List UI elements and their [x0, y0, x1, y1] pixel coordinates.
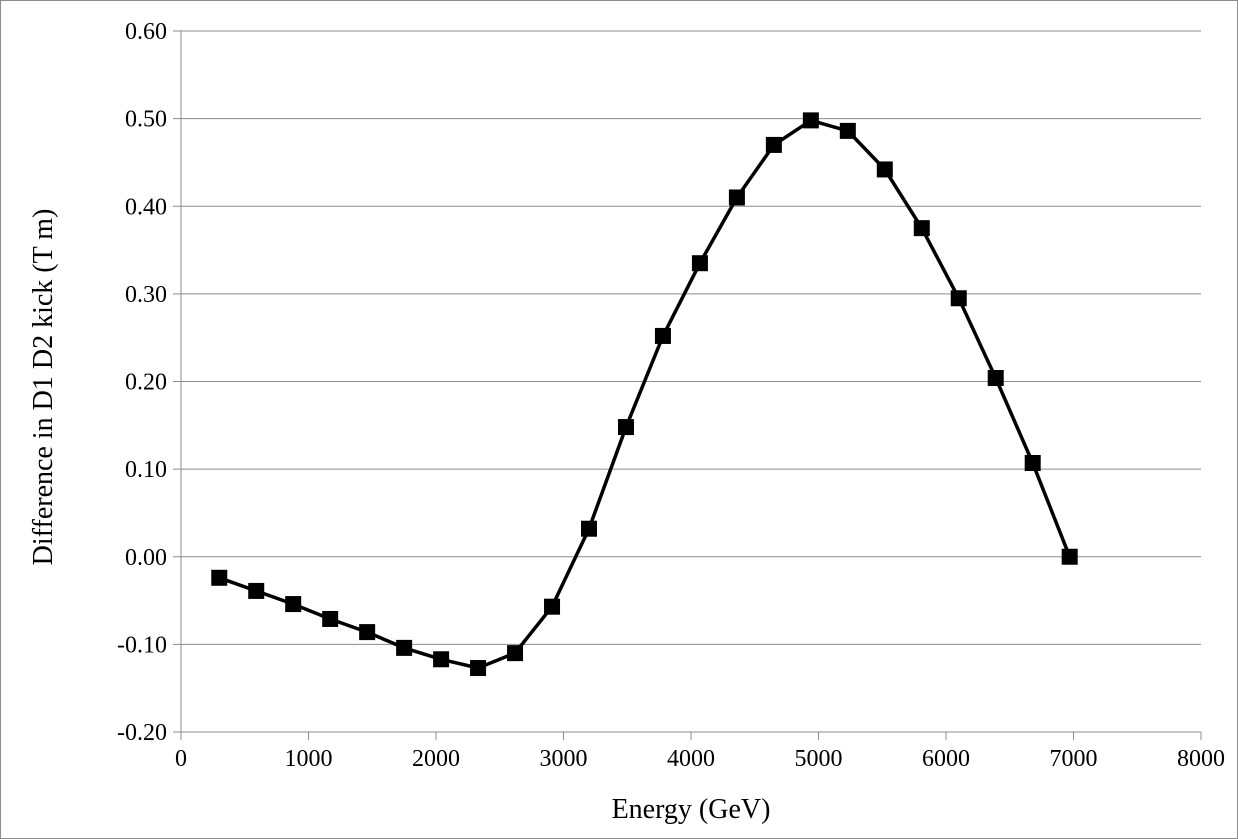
x-tick-label: 4000	[667, 746, 715, 772]
x-tick-label: 7000	[1050, 746, 1098, 772]
x-tick-labels: 0 1000 2000 3000 4000 5000 6000 7000 8000	[175, 746, 1225, 772]
data-point-marker	[285, 596, 302, 613]
y-tick-label: 0.60	[125, 19, 167, 45]
data-point-marker	[802, 112, 819, 129]
y-tick-label: 0.30	[125, 282, 167, 308]
data-point-marker	[987, 369, 1004, 386]
data-point-marker	[913, 220, 930, 237]
series-line	[218, 118, 1072, 670]
data-point-marker	[211, 569, 228, 586]
y-tick-labels: -0.20 -0.10 0.00 0.10 0.20 0.30 0.40 0.50 0.60	[117, 19, 167, 746]
data-point-marker	[433, 651, 450, 668]
data-point-marker	[581, 520, 597, 537]
y-tick-label: -0.20	[117, 720, 167, 746]
data-point-marker	[691, 255, 708, 272]
data-point-marker	[322, 610, 339, 627]
data-point-marker	[507, 645, 524, 662]
axes	[173, 30, 1202, 740]
data-point-marker	[470, 660, 487, 677]
y-tick-label: 0.50	[125, 107, 167, 133]
y-axis-title: Difference in D1 D2 kick (T m)	[28, 209, 59, 566]
x-tick-label: 5000	[795, 746, 843, 772]
x-tick-label: 0	[175, 746, 187, 772]
data-point-marker	[765, 136, 782, 153]
data-point-marker	[248, 582, 265, 599]
x-axis-title: Energy (GeV)	[612, 794, 771, 825]
data-point-marker	[876, 161, 893, 178]
data-point-marker	[1024, 454, 1041, 471]
x-tick-label: 1000	[285, 746, 333, 772]
data-point-marker	[544, 598, 561, 615]
data-point-marker	[359, 624, 376, 641]
y-tick-label: 0.00	[125, 545, 167, 571]
data-point-marker	[396, 639, 413, 656]
x-tick-label: 2000	[412, 746, 460, 772]
data-point-marker	[654, 327, 671, 344]
x-tick-label: 6000	[922, 746, 970, 772]
y-tick-label: 0.10	[125, 457, 167, 483]
y-tick-label: -0.10	[117, 632, 167, 658]
y-tick-label: 0.20	[125, 370, 167, 396]
y-tick-label: 0.40	[125, 194, 167, 220]
gridlines	[181, 30, 1201, 645]
data-point-marker	[728, 189, 745, 206]
x-tick-label: 8000	[1177, 746, 1225, 772]
data-point-marker	[950, 290, 967, 307]
data-point-marker	[1061, 548, 1078, 565]
data-point-marker	[617, 419, 634, 436]
data-point-marker	[839, 122, 856, 139]
x-tick-label: 3000	[540, 746, 588, 772]
data-series	[211, 112, 1078, 677]
